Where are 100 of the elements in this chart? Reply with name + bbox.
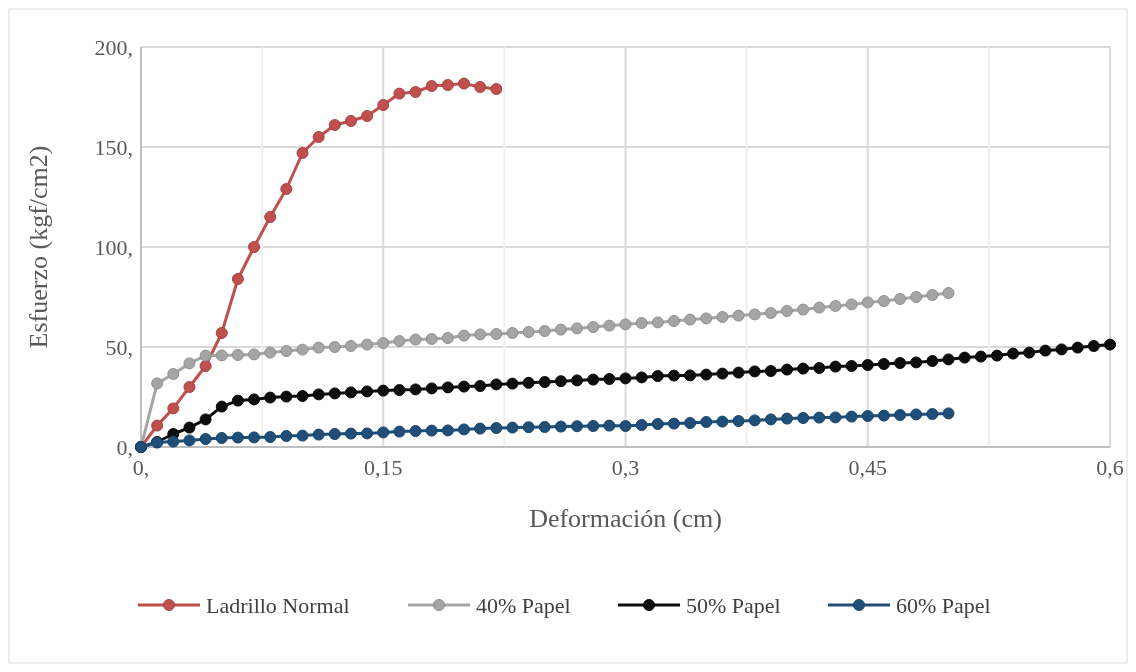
point — [231, 273, 244, 285]
point — [813, 301, 826, 314]
point — [151, 377, 164, 390]
point — [571, 420, 584, 433]
point — [571, 322, 584, 335]
point — [167, 368, 180, 380]
point — [377, 337, 390, 349]
point — [215, 349, 228, 362]
point — [490, 422, 503, 434]
legend-label: 40% Papel — [476, 592, 571, 618]
point — [781, 305, 793, 317]
point — [167, 435, 180, 448]
point — [538, 325, 551, 337]
y-tick-label: 200, — [94, 34, 133, 60]
point — [393, 425, 406, 438]
point — [231, 349, 244, 361]
point — [296, 429, 309, 442]
point — [667, 315, 680, 327]
point — [700, 312, 713, 325]
point — [425, 333, 438, 345]
point — [587, 420, 600, 432]
point — [797, 303, 810, 316]
point — [522, 421, 535, 434]
y-tick-label: 100, — [94, 234, 133, 260]
point — [554, 323, 567, 336]
point — [651, 418, 664, 430]
point — [797, 412, 810, 424]
point — [441, 332, 454, 344]
point — [587, 321, 600, 333]
point — [845, 410, 858, 423]
point — [264, 346, 277, 359]
point — [377, 99, 390, 111]
point — [490, 83, 503, 95]
point — [328, 428, 341, 440]
point — [684, 417, 697, 429]
point — [248, 431, 261, 444]
point — [312, 428, 325, 441]
point — [554, 420, 567, 433]
point — [781, 412, 793, 425]
point — [474, 328, 487, 341]
legend-label: 50% Papel — [686, 592, 781, 618]
point — [458, 77, 470, 90]
point — [280, 345, 293, 357]
point — [199, 433, 212, 445]
point — [845, 298, 858, 311]
point — [877, 409, 890, 422]
x-tick-label: 0,3 — [611, 455, 640, 480]
point — [942, 287, 955, 299]
point — [312, 341, 325, 354]
point — [409, 86, 422, 98]
point — [231, 431, 244, 444]
legend-label: 60% Papel — [896, 592, 991, 618]
y-tick-label: 50, — [105, 334, 133, 360]
point — [393, 87, 406, 100]
point — [183, 357, 196, 370]
point — [344, 427, 357, 440]
point — [215, 327, 228, 339]
point — [506, 421, 519, 434]
point — [199, 349, 212, 362]
point — [425, 80, 438, 92]
point — [522, 326, 535, 338]
point — [732, 309, 745, 322]
y-tick-label: 0, — [116, 434, 133, 460]
x-tick-label: 0,6 — [1096, 455, 1124, 480]
point — [764, 307, 777, 319]
point — [215, 432, 228, 444]
point — [361, 338, 374, 351]
point — [409, 333, 422, 346]
point — [409, 425, 422, 437]
point — [910, 291, 923, 303]
x-tick-label: 0, — [132, 455, 150, 480]
point — [328, 341, 341, 353]
point — [603, 319, 616, 332]
y-axis-title: Esfuerzo (kgf/cm2) — [24, 145, 53, 349]
point — [280, 430, 293, 442]
point — [248, 348, 261, 361]
point — [425, 424, 438, 437]
point — [813, 411, 826, 424]
point — [441, 79, 454, 91]
point — [183, 434, 196, 447]
point — [344, 115, 357, 127]
point — [264, 431, 277, 443]
x-axis-title: Deformación (cm) — [529, 504, 722, 533]
x-tick-label: 0,45 — [848, 455, 887, 480]
point — [506, 327, 519, 339]
point — [635, 419, 648, 431]
point — [764, 413, 777, 426]
point — [748, 414, 761, 427]
point — [651, 316, 664, 329]
point — [732, 415, 745, 427]
point — [328, 119, 341, 131]
point — [361, 110, 374, 122]
point — [264, 211, 277, 223]
point — [926, 408, 939, 420]
point — [490, 328, 503, 340]
point — [603, 419, 616, 432]
point — [942, 407, 955, 420]
point — [716, 311, 729, 323]
point — [280, 183, 293, 195]
point — [861, 296, 874, 309]
